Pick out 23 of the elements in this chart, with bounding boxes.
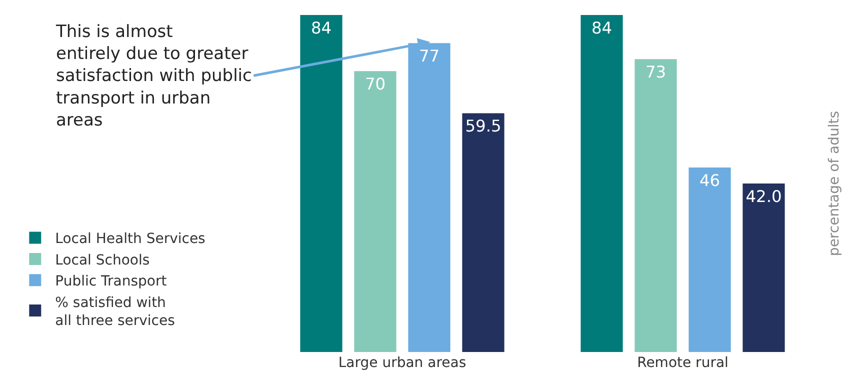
data-label: 77 xyxy=(418,46,440,66)
data-label: 46 xyxy=(699,170,720,190)
bar xyxy=(634,59,677,352)
bar xyxy=(300,15,342,352)
data-label: 84 xyxy=(310,18,332,38)
legend-label: % satisfied with all three services xyxy=(55,294,175,330)
data-label: 73 xyxy=(645,62,666,82)
data-label: 42.0 xyxy=(746,186,782,206)
bar xyxy=(580,15,623,352)
bar xyxy=(742,184,785,352)
bar xyxy=(688,167,731,352)
legend-label: Local Schools xyxy=(55,252,150,268)
data-label: 70 xyxy=(364,74,386,94)
bar xyxy=(462,113,504,352)
x-tick-label: Large urban areas xyxy=(338,355,466,371)
legend-label: Public Transport xyxy=(55,274,168,290)
text: This is almost entirely due to greater satisfaction with public transport in urban areas xyxy=(55,22,252,130)
bar xyxy=(354,71,396,352)
legend-label: Local Health Services xyxy=(55,231,206,248)
x-tick-label: Remote rural xyxy=(637,355,728,371)
data-label: 84 xyxy=(591,18,612,38)
data-label: 59.5 xyxy=(465,116,502,136)
y-axis-title: percentage of adults xyxy=(826,110,842,256)
